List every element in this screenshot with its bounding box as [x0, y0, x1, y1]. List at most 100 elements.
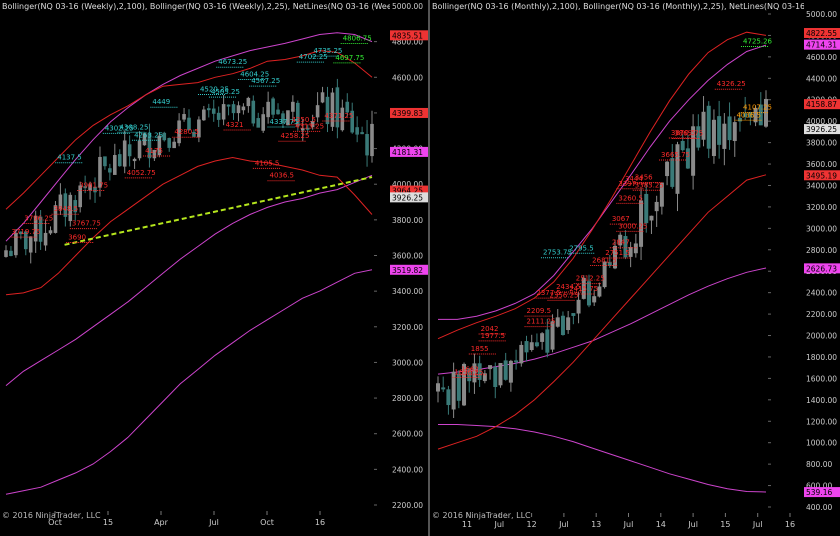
- candle-body: [618, 234, 623, 246]
- candle-body: [137, 140, 142, 159]
- candle-body: [28, 236, 33, 253]
- price-box: [390, 30, 428, 41]
- price-box: [390, 264, 428, 275]
- x-tick-label: 13: [591, 520, 601, 529]
- price-box: [390, 107, 428, 118]
- weekly-chart-canvas[interactable]: 5000.004800.004600.004400.004200.004000.…: [0, 0, 428, 536]
- candle-body: [727, 116, 732, 141]
- candle-body: [291, 101, 295, 112]
- candle-body: [670, 158, 675, 187]
- x-tick-label: 15: [720, 520, 730, 529]
- candle-body: [310, 121, 315, 127]
- candle-body: [325, 96, 330, 125]
- candle-body: [737, 117, 742, 122]
- y-tick-label: 4600.00: [392, 73, 423, 82]
- net-level-label: 2111.25: [527, 318, 556, 326]
- y-tick-label: 4000.00: [392, 180, 423, 189]
- net-level-label: 4505.25: [211, 88, 240, 96]
- candle-body: [192, 131, 196, 137]
- x-tick-label: Jul: [623, 520, 634, 529]
- candle-body: [477, 363, 482, 380]
- x-tick-label: Oct: [48, 518, 62, 527]
- candle-body: [157, 135, 162, 156]
- net-level-label: 2751.5: [605, 249, 630, 257]
- candle-body: [226, 104, 231, 107]
- weekly-chart-panel[interactable]: Bollinger(NQ 03-16 (Weekly),2,100), Boll…: [0, 0, 428, 536]
- y-tick-label: 1800.00: [806, 353, 837, 362]
- x-tick-label: Jul: [558, 520, 569, 529]
- candle-body: [451, 371, 456, 410]
- net-level-label: 4604.25: [240, 71, 269, 79]
- net-level-label: 1855: [471, 345, 489, 353]
- candle-body: [19, 231, 23, 235]
- price-box-label: 3495.19: [806, 171, 837, 180]
- net-level-label: 4107.25: [743, 104, 772, 112]
- net-level-label: 3665.75: [661, 151, 690, 159]
- bollinger-line: [5, 269, 373, 495]
- net-level-label: 4371.25: [324, 112, 353, 120]
- y-tick-label: 3000.00: [392, 358, 423, 367]
- net-level-label: 1977.5: [481, 332, 506, 340]
- net-level-label: 4280.5: [174, 128, 199, 136]
- candle-body: [4, 250, 8, 257]
- bollinger-line: [5, 156, 373, 296]
- net-level-label: 4258.25: [281, 132, 310, 140]
- candle-body: [38, 216, 43, 242]
- x-tick-label: 16: [315, 518, 325, 527]
- candle-body: [685, 148, 690, 169]
- candle-body: [456, 373, 461, 401]
- candle-body: [88, 184, 92, 191]
- candle-body: [246, 97, 251, 107]
- candle-body: [711, 119, 716, 157]
- net-level-label: 4321: [226, 121, 244, 129]
- candle-body: [566, 317, 571, 331]
- net-level-label: 3260.5: [618, 194, 643, 202]
- monthly-chart-canvas[interactable]: 5000.004800.004600.004400.004200.004000.…: [430, 0, 840, 536]
- net-level-label: 3690: [68, 233, 86, 241]
- candle-body: [167, 138, 172, 148]
- net-level-label: 4806.75: [343, 34, 372, 42]
- candle-body: [33, 215, 38, 242]
- candle-body: [43, 232, 48, 246]
- candle-body: [315, 105, 320, 118]
- candle-body: [753, 107, 758, 123]
- candle-body: [9, 250, 13, 256]
- candle-body: [305, 127, 310, 130]
- y-tick-label: 3600.00: [806, 160, 837, 169]
- candle-body: [586, 281, 591, 306]
- price-box: [804, 28, 840, 39]
- candle-body: [53, 205, 58, 233]
- y-tick-label: 800.00: [806, 460, 832, 469]
- net-level-label: 3000.25: [618, 222, 647, 230]
- y-tick-label: 3200.00: [392, 323, 423, 332]
- panel-divider[interactable]: [428, 0, 430, 536]
- candle-body: [748, 111, 753, 118]
- candle-body: [117, 154, 122, 167]
- candle-body: [261, 114, 265, 131]
- y-tick-label: 1600.00: [806, 374, 837, 383]
- candle-body: [633, 243, 638, 254]
- candle-body: [498, 362, 503, 386]
- net-level-label: 3870.5: [671, 129, 696, 137]
- y-tick-label: 4400.00: [806, 74, 837, 83]
- candle-body: [127, 144, 132, 157]
- candle-body: [493, 366, 498, 387]
- net-level-label: 3067: [612, 215, 630, 223]
- net-level-label: 4702.25: [299, 53, 328, 61]
- candle-body: [300, 128, 305, 131]
- candle-body: [340, 107, 345, 131]
- candle-body: [113, 155, 117, 175]
- y-tick-label: 2800.00: [806, 246, 837, 255]
- net-level-label: 2795.5: [569, 244, 594, 252]
- y-tick-label: 2400.00: [806, 289, 837, 298]
- price-box-label: 4835.51: [392, 31, 423, 40]
- monthly-chart-panel[interactable]: Bollinger(NQ 03-16 (Monthly),2,100), Bol…: [430, 0, 840, 536]
- net-level-label: 2512.25: [576, 275, 605, 283]
- candle-body: [236, 105, 241, 114]
- candle-body: [602, 261, 607, 288]
- candle-body: [241, 106, 246, 111]
- candle-body: [345, 101, 350, 113]
- candle-body: [271, 98, 275, 115]
- candle-body: [701, 111, 706, 140]
- y-tick-label: 3400.00: [392, 287, 423, 296]
